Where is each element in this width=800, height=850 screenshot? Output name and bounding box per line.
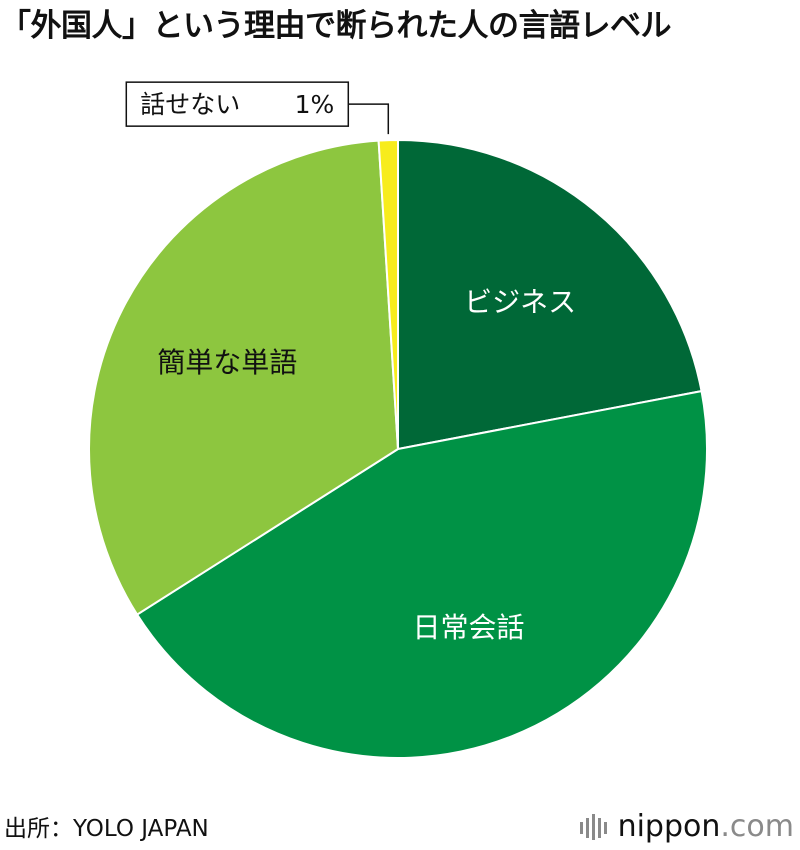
pie-slice-4 <box>377 138 399 450</box>
nippon-logo-icon <box>579 814 607 840</box>
brand-name-main: nippon <box>617 809 721 844</box>
source-note: 出所：YOLO JAPAN <box>4 816 209 842</box>
pie-slice-2 <box>135 389 708 759</box>
brand-logo[interactable]: nippon.com <box>578 810 794 844</box>
pie-slices <box>88 138 708 759</box>
callout-value-text: 1% <box>295 90 335 119</box>
callout-box <box>125 81 350 127</box>
brand-name: nippon.com <box>618 810 794 844</box>
pie-slice-3 <box>88 139 400 616</box>
chart-title: 「外国人」という理由で断られた人の言語レベル <box>0 8 672 44</box>
slice-label-2: 日常会話 <box>413 611 525 644</box>
pie-slice-1 <box>397 138 703 451</box>
slice-label-3: 簡単な単語 <box>157 346 297 379</box>
slice-label-1: ビジネス <box>464 285 576 318</box>
brand-name-tld: .com <box>720 809 794 844</box>
callout-label-text: 話せない <box>140 90 240 119</box>
callout-leader-line <box>348 103 390 135</box>
